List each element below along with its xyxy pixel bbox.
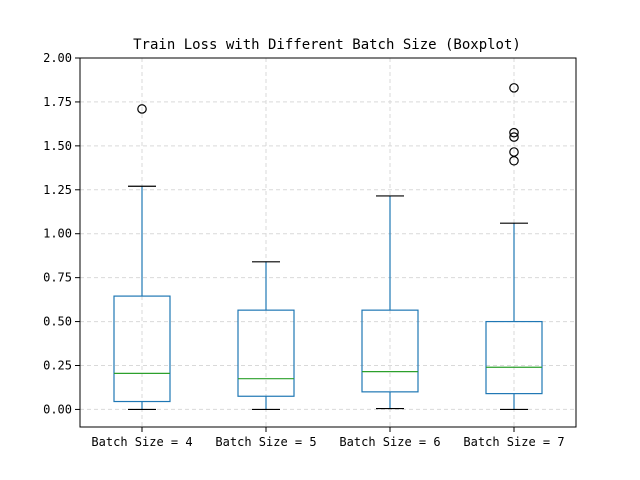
box-group — [361, 195, 419, 410]
y-tick-label: 2.00 — [43, 51, 72, 65]
y-tick-label: 1.50 — [43, 139, 72, 153]
box-layer — [113, 83, 543, 411]
outlier-point — [137, 104, 147, 114]
x-tick-label: Batch Size = 5 — [215, 435, 316, 449]
y-tick-label: 0.50 — [43, 315, 72, 329]
x-tick-label: Batch Size = 6 — [339, 435, 440, 449]
x-tick-label: Batch Size = 4 — [91, 435, 192, 449]
chart-title: Train Loss with Different Batch Size (Bo… — [133, 37, 521, 53]
y-tick-label: 0.25 — [43, 359, 72, 373]
plot-frame — [79, 57, 577, 428]
box-group — [237, 261, 295, 411]
box-rect — [361, 309, 419, 393]
box-group — [485, 83, 543, 411]
box-rect — [237, 309, 295, 397]
box-rect — [485, 320, 543, 395]
outlier-point — [509, 83, 519, 93]
box-rect — [113, 295, 171, 403]
outlier-point — [509, 155, 519, 166]
y-tick-label: 1.75 — [43, 95, 72, 109]
y-tick-label: 1.25 — [43, 183, 72, 197]
x-tick-label: Batch Size = 7 — [463, 435, 564, 449]
axis-layer: 0.00 0.25 0.50 0.75 1.00 1.25 1.50 1.75 2.00 Batc… — [43, 51, 577, 449]
outlier-point — [509, 127, 519, 138]
grid-layer — [80, 57, 576, 427]
box-group — [113, 104, 171, 411]
y-tick-label: 0.75 — [43, 271, 72, 285]
outlier-point — [509, 132, 519, 142]
y-tick-label: 0.00 — [43, 402, 72, 416]
y-tick-label: 1.00 — [43, 227, 72, 241]
